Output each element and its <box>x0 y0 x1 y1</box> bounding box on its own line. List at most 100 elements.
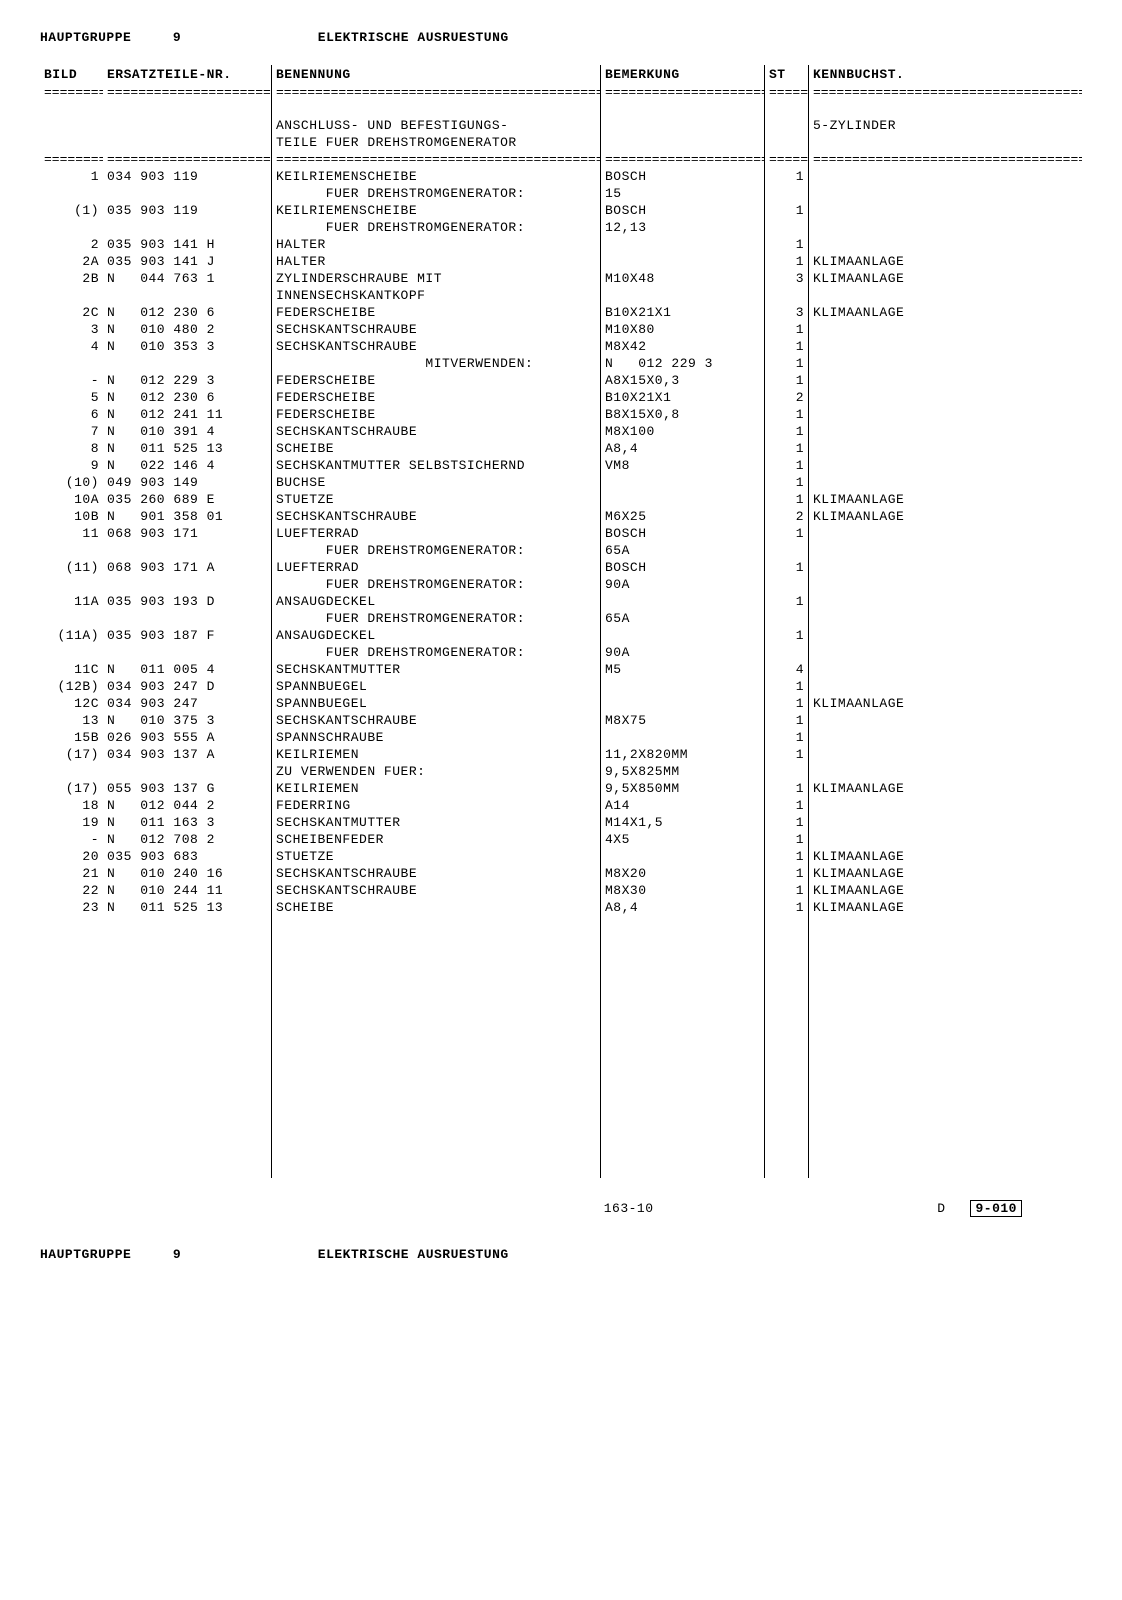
footer-page-prefix: D <box>937 1201 945 1216</box>
cell-nr <box>103 219 272 236</box>
cell-nr: N 010 480 2 <box>103 321 272 338</box>
cell-nr: 034 903 119 <box>103 168 272 185</box>
cell-ben: HALTER <box>272 236 601 253</box>
table-row: (12B)034 903 247 DSPANNBUEGEL1 <box>40 678 1082 695</box>
table-row: 10A035 260 689 ESTUETZE1KLIMAANLAGE <box>40 491 1082 508</box>
cell-nr: 035 903 683 <box>103 848 272 865</box>
cell-ben: FUER DREHSTROMGENERATOR: <box>272 219 601 236</box>
cell-nr: N 012 708 2 <box>103 831 272 848</box>
cell-ben: SECHSKANTSCHRAUBE <box>272 712 601 729</box>
cell-bild <box>40 185 103 202</box>
cell-bild <box>40 763 103 780</box>
cell-kenn <box>809 559 1083 576</box>
cell-kenn: KLIMAANLAGE <box>809 304 1083 321</box>
cell-bem <box>601 627 765 644</box>
cell-st: 1 <box>765 831 809 848</box>
cell-nr: 034 903 137 A <box>103 746 272 763</box>
cell-nr: N 010 391 4 <box>103 423 272 440</box>
cell-nr: 026 903 555 A <box>103 729 272 746</box>
cell-bem: 9,5X850MM <box>601 780 765 797</box>
cell-bild: 11C <box>40 661 103 678</box>
table-row: FUER DREHSTROMGENERATOR:65A <box>40 542 1082 559</box>
cell-bild: 12C <box>40 695 103 712</box>
cell-nr: N 901 358 01 <box>103 508 272 525</box>
table-row: 6N 012 241 11FEDERSCHEIBEB8X15X0,81 <box>40 406 1082 423</box>
cell-st <box>765 763 809 780</box>
cell-bem: B10X21X1 <box>601 304 765 321</box>
cell-ben: FUER DREHSTROMGENERATOR: <box>272 542 601 559</box>
cell-bem: M14X1,5 <box>601 814 765 831</box>
cell-ben: FUER DREHSTROMGENERATOR: <box>272 644 601 661</box>
cell-st: 1 <box>765 729 809 746</box>
cell-bem: M8X20 <box>601 865 765 882</box>
cell-nr: N 012 230 6 <box>103 389 272 406</box>
cell-st: 1 <box>765 423 809 440</box>
table-row: 2BN 044 763 1ZYLINDERSCHRAUBE MITM10X483… <box>40 270 1082 287</box>
hauptgruppe-nr: 9 <box>173 30 181 45</box>
table-row: 2CN 012 230 6FEDERSCHEIBEB10X21X13KLIMAA… <box>40 304 1082 321</box>
cell-ben: SPANNBUEGEL <box>272 678 601 695</box>
cell-nr: N 044 763 1 <box>103 270 272 287</box>
cell-nr: N 012 241 11 <box>103 406 272 423</box>
cell-bild: 7 <box>40 423 103 440</box>
cell-kenn <box>809 219 1083 236</box>
table-row: 1034 903 119KEILRIEMENSCHEIBEBOSCH1 <box>40 168 1082 185</box>
cell-bild: 22 <box>40 882 103 899</box>
cell-st: 1 <box>765 406 809 423</box>
cell-ben: SCHEIBE <box>272 899 601 916</box>
cell-nr: 068 903 171 A <box>103 559 272 576</box>
cell-kenn <box>809 746 1083 763</box>
table-row: 12C034 903 247SPANNBUEGEL1KLIMAANLAGE <box>40 695 1082 712</box>
cell-kenn <box>809 236 1083 253</box>
table-row: 4N 010 353 3SECHSKANTSCHRAUBEM8X421 <box>40 338 1082 355</box>
cell-bem: M8X42 <box>601 338 765 355</box>
cell-nr: 068 903 171 <box>103 525 272 542</box>
cell-ben: STUETZE <box>272 848 601 865</box>
cell-st: 1 <box>765 899 809 916</box>
cell-bem <box>601 236 765 253</box>
cell-bild: (11) <box>40 559 103 576</box>
cell-st: 1 <box>765 168 809 185</box>
cell-bild <box>40 610 103 627</box>
footer-header: HAUPTGRUPPE 9 ELEKTRISCHE AUSRUESTUNG <box>40 1247 1082 1262</box>
cell-ben: KEILRIEMEN <box>272 780 601 797</box>
cell-bild: 10A <box>40 491 103 508</box>
cell-st: 1 <box>765 678 809 695</box>
cell-ben: FEDERSCHEIBE <box>272 372 601 389</box>
cell-ben: KEILRIEMEN <box>272 746 601 763</box>
cell-ben: STUETZE <box>272 491 601 508</box>
table-row: 13N 010 375 3SECHSKANTSCHRAUBEM8X751 <box>40 712 1082 729</box>
cell-bild: 1 <box>40 168 103 185</box>
cell-bild: (17) <box>40 746 103 763</box>
cell-st: 1 <box>765 457 809 474</box>
cell-kenn: KLIMAANLAGE <box>809 899 1083 916</box>
cell-bild: 2C <box>40 304 103 321</box>
cell-ben: KEILRIEMENSCHEIBE <box>272 168 601 185</box>
cell-st <box>765 576 809 593</box>
cell-st: 1 <box>765 593 809 610</box>
cell-bem: 65A <box>601 610 765 627</box>
footer-page-box: 9-010 <box>970 1200 1022 1217</box>
cell-st: 1 <box>765 338 809 355</box>
cell-ben: FUER DREHSTROMGENERATOR: <box>272 610 601 627</box>
cell-ben: SECHSKANTSCHRAUBE <box>272 882 601 899</box>
cell-kenn <box>809 729 1083 746</box>
cell-kenn <box>809 627 1083 644</box>
cell-nr: 035 903 193 D <box>103 593 272 610</box>
cell-st: 2 <box>765 508 809 525</box>
cell-nr: N 010 375 3 <box>103 712 272 729</box>
cell-st <box>765 610 809 627</box>
cell-st <box>765 542 809 559</box>
cell-kenn <box>809 610 1083 627</box>
cell-ben: LUEFTERRAD <box>272 525 601 542</box>
cell-ben: SECHSKANTSCHRAUBE <box>272 865 601 882</box>
cell-nr: 035 903 119 <box>103 202 272 219</box>
cell-bem <box>601 491 765 508</box>
cell-bild: 11 <box>40 525 103 542</box>
cell-kenn <box>809 644 1083 661</box>
cell-bild <box>40 576 103 593</box>
cell-ben: SECHSKANTSCHRAUBE <box>272 321 601 338</box>
cell-kenn: KLIMAANLAGE <box>809 882 1083 899</box>
cell-st: 2 <box>765 389 809 406</box>
cell-bild: (17) <box>40 780 103 797</box>
